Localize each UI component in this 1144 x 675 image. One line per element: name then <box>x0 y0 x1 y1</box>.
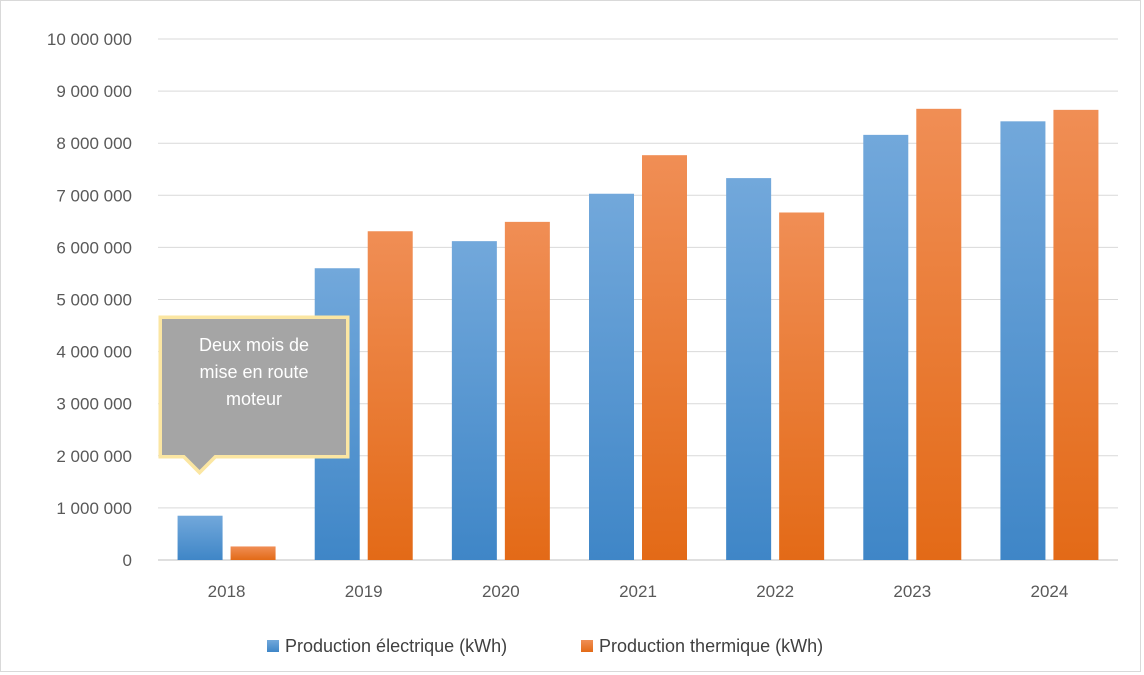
callout-box <box>162 319 346 470</box>
y-tick-label: 9 000 000 <box>56 82 132 101</box>
y-tick-label: 5 000 000 <box>56 291 132 310</box>
y-axis-tick-labels: 0 1 000 000 2 000 000 3 000 000 4 000 000 5 0… <box>47 30 132 570</box>
grid-lines <box>158 38 1118 561</box>
x-tick-label: 2023 <box>893 582 931 601</box>
x-tick-label: 2021 <box>619 582 657 601</box>
y-tick-label: 3 000 000 <box>56 395 132 414</box>
x-axis-tick-labels: 2018 2019 2020 2021 2022 2023 2024 <box>208 582 1069 601</box>
callout-text-line: mise en route <box>199 362 308 382</box>
y-tick-label: 1 000 000 <box>56 499 132 518</box>
bar-electrique-2021 <box>589 193 634 560</box>
annotation-callout: Deux mois de mise en route moteur <box>158 315 350 476</box>
bar-thermique-2023 <box>916 108 962 561</box>
bar-thermique-2024 <box>1053 109 1099 560</box>
legend-label: Production thermique (kWh) <box>599 636 823 656</box>
y-tick-label: 0 <box>123 551 132 570</box>
y-tick-label: 8 000 000 <box>56 134 132 153</box>
y-tick-label: 6 000 000 <box>56 238 132 257</box>
bar-thermique-2020 <box>504 221 550 560</box>
callout-text-line: Deux mois de <box>199 335 309 355</box>
legend-swatch <box>267 640 279 652</box>
bar-electrique-2023 <box>863 134 909 560</box>
x-tick-label: 2018 <box>208 582 246 601</box>
y-tick-label: 7 000 000 <box>56 186 132 205</box>
legend-label: Production électrique (kWh) <box>285 636 507 656</box>
x-tick-label: 2024 <box>1031 582 1069 601</box>
y-tick-label: 10 000 000 <box>47 30 132 49</box>
bar-electrique-2020 <box>451 241 497 560</box>
x-tick-label: 2019 <box>345 582 383 601</box>
bar-thermique-2019 <box>367 231 413 560</box>
bar-thermique-2018 <box>230 546 276 560</box>
bar-thermique-2022 <box>779 212 825 561</box>
bar-electrique-2024 <box>1000 121 1046 561</box>
y-tick-label: 4 000 000 <box>56 343 132 362</box>
legend-swatch <box>581 640 593 652</box>
callout-text-line: moteur <box>226 389 282 409</box>
x-tick-label: 2022 <box>756 582 794 601</box>
y-tick-label: 2 000 000 <box>56 447 132 466</box>
bar-electrique-2018 <box>177 515 223 560</box>
bar-thermique-2021 <box>642 155 687 561</box>
legend: Production électrique (kWh) Production th… <box>267 636 823 656</box>
bars <box>177 108 1099 561</box>
x-tick-label: 2020 <box>482 582 520 601</box>
bar-electrique-2022 <box>726 178 772 560</box>
